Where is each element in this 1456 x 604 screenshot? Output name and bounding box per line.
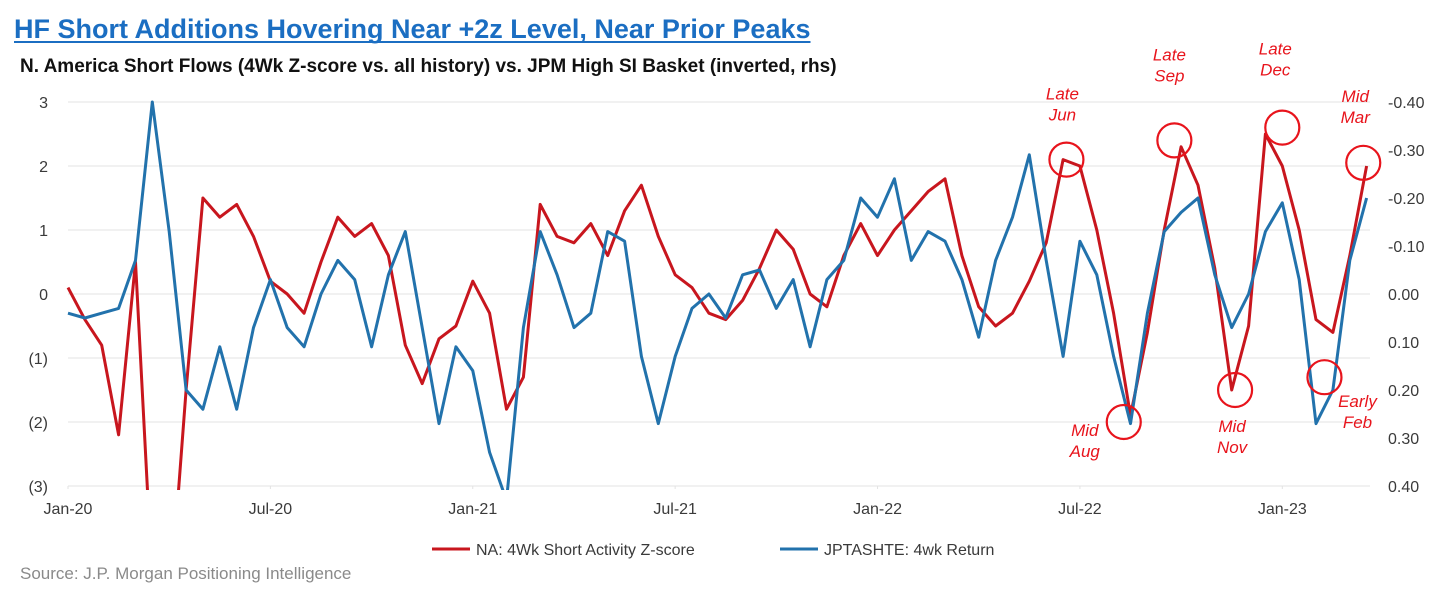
chart-title: HF Short Additions Hovering Near +2z Lev…: [14, 14, 811, 44]
annotation-circle: [1306, 359, 1343, 396]
x-tick-label: Jan-22: [853, 501, 902, 518]
labels: (3) (2) (1) 0 1 2 3 -0.40 -0.30 -0.20 -0.10 0.00 0.1…: [28, 40, 1424, 559]
annotation-label: Late: [1153, 45, 1186, 64]
y2-tick-label: 0.00: [1388, 287, 1419, 304]
annotation-circle: [1105, 403, 1142, 441]
annotation-label: Mid: [1342, 87, 1370, 106]
source-note: Source: J.P. Morgan Positioning Intellig…: [20, 564, 351, 583]
annotation-label: Late: [1259, 40, 1292, 59]
annotation-label: Dec: [1260, 61, 1291, 80]
y2-tick-label: 0.10: [1388, 335, 1419, 352]
legend-label: NA: 4Wk Short Activity Z-score: [476, 542, 695, 559]
annotation-circle: [1345, 144, 1382, 181]
y-tick-label: (2): [28, 415, 48, 432]
annotation-label: Early: [1338, 392, 1378, 411]
plot-lines: [66, 100, 1369, 490]
annotation-label: Nov: [1217, 438, 1249, 457]
y-tick-label: 2: [39, 159, 48, 176]
annotation-label: Mid: [1071, 421, 1099, 440]
x-tick-label: Jul-22: [1058, 501, 1102, 518]
y-tick-label: (3): [28, 479, 48, 496]
y-tick-label: (1): [28, 351, 48, 368]
grid: [68, 101, 1370, 487]
annotation-label: Feb: [1343, 413, 1372, 432]
annotation-label: Sep: [1154, 66, 1184, 85]
series-line: [67, 100, 1369, 490]
annotation-circle: [1048, 141, 1085, 178]
y-tick-label: 1: [39, 223, 48, 240]
x-tick-label: Jul-21: [653, 501, 697, 518]
annotation-label: Late: [1046, 85, 1079, 104]
annotation-label: Mid: [1218, 417, 1246, 436]
series-line: [66, 132, 1369, 490]
x-tick-label: Jan-21: [448, 501, 497, 518]
y2-tick-label: -0.30: [1388, 143, 1425, 160]
annotation-label: Mar: [1341, 108, 1372, 127]
x-tick-label: Jul-20: [249, 501, 293, 518]
y-tick-label: 3: [39, 95, 48, 112]
annotation-circle: [1264, 109, 1301, 146]
annotation-label: Aug: [1069, 442, 1101, 461]
annotation-circle: [1216, 371, 1254, 409]
x-tick-label: Jan-20: [44, 501, 93, 518]
annotation-circle: [1156, 122, 1193, 159]
y2-tick-label: -0.20: [1388, 191, 1425, 208]
chart-subtitle: N. America Short Flows (4Wk Z-score vs. …: [20, 56, 837, 77]
x-tick-label: Jan-23: [1258, 501, 1307, 518]
y2-tick-label: 0.30: [1388, 431, 1419, 448]
y2-tick-label: -0.10: [1388, 239, 1425, 256]
y2-tick-label: 0.40: [1388, 479, 1419, 496]
y2-tick-label: -0.40: [1388, 95, 1425, 112]
annotation-label: Jun: [1048, 106, 1076, 125]
y-tick-label: 0: [39, 287, 48, 304]
y2-tick-label: 0.20: [1388, 383, 1419, 400]
legend-label: JPTASHTE: 4wk Return: [824, 542, 994, 559]
